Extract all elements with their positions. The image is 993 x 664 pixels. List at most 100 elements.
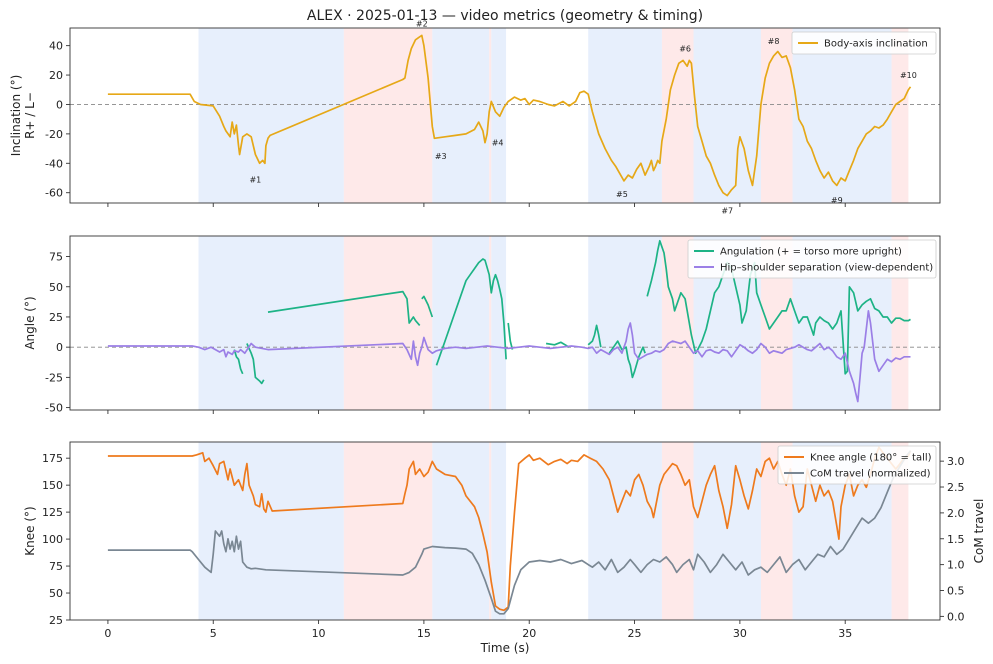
y-right-tick-label: 1.0 bbox=[947, 559, 965, 572]
y-tick-label: 100 bbox=[42, 533, 63, 546]
series-group bbox=[107, 446, 912, 615]
x-tick-label: 10 bbox=[312, 627, 326, 640]
legend: Angulation (+ = torso more upright) Hip–s… bbox=[687, 239, 937, 279]
legend-box bbox=[777, 445, 937, 485]
series-1-line-seg-9 bbox=[608, 340, 646, 379]
series-1-line-seg-5 bbox=[435, 258, 507, 366]
peak-annotation: #4 bbox=[492, 139, 504, 148]
y-tick-label: 50 bbox=[49, 281, 63, 294]
x-tick-label: 20 bbox=[522, 627, 536, 640]
y-tick-label: -20 bbox=[45, 128, 63, 141]
y-tick-label: -40 bbox=[45, 157, 63, 170]
bands bbox=[198, 236, 909, 410]
y-tick-label: 40 bbox=[49, 40, 63, 53]
phase-band-blue bbox=[588, 442, 662, 620]
phase-band-red bbox=[760, 28, 793, 203]
y-right-tick-label: 3.0 bbox=[947, 455, 965, 468]
legend: Body-axis inclination bbox=[791, 31, 937, 55]
y-right-tick-label: 2.0 bbox=[947, 507, 965, 520]
y-axis-label: Knee (°) bbox=[23, 506, 37, 555]
y-tick-label: 0 bbox=[56, 98, 63, 111]
y-tick-label: 20 bbox=[49, 69, 63, 82]
phase-band-blue bbox=[792, 28, 892, 203]
phase-band-blue bbox=[588, 28, 662, 203]
legend-box bbox=[687, 239, 937, 279]
phase-band-blue bbox=[693, 442, 761, 620]
phase-band-red bbox=[489, 442, 492, 620]
peak-annotation: #7 bbox=[721, 206, 733, 215]
phase-band-blue bbox=[491, 442, 507, 620]
y-tick-label: -60 bbox=[45, 187, 63, 200]
x-tick-label: 5 bbox=[210, 627, 217, 640]
phase-band-blue bbox=[432, 442, 490, 620]
series-1-line-seg-2 bbox=[246, 343, 265, 385]
y-tick-label: 75 bbox=[49, 251, 63, 264]
legend-label: Angulation (+ = torso more upright) bbox=[720, 247, 902, 258]
x-tick-label: 15 bbox=[417, 627, 431, 640]
y-right-tick-label: 0.5 bbox=[947, 585, 965, 598]
y-tick-label: 125 bbox=[42, 506, 63, 519]
phase-band-blue bbox=[432, 28, 490, 203]
series-1-line-seg-6 bbox=[507, 322, 514, 350]
panel-3: 2550751001251501750.00.51.01.52.02.53.0C… bbox=[23, 441, 986, 640]
y-right-tick-label: 0.0 bbox=[947, 610, 965, 623]
peak-annotation: #2 bbox=[416, 20, 428, 29]
y-tick-label: 50 bbox=[49, 587, 63, 600]
y-right-axis-label: CoM travel bbox=[972, 499, 986, 564]
legend: Knee angle (180° = tall) CoM travel (norm… bbox=[777, 445, 937, 485]
axes-frame bbox=[69, 235, 941, 411]
peak-annotation: #9 bbox=[831, 196, 843, 205]
series-group bbox=[107, 34, 912, 197]
panel-1: -60 -40 -20 0 20 40 Inclination (°) R+ / L− #1 #2… bbox=[9, 20, 941, 215]
legend-label: Body-axis inclination bbox=[824, 39, 928, 50]
legend-box bbox=[791, 31, 937, 55]
peak-annotation: #1 bbox=[249, 175, 261, 184]
series-1-line-seg-8 bbox=[587, 324, 602, 348]
phase-band-red bbox=[343, 236, 433, 410]
chart-title: ALEX · 2025-01-13 — video metrics (geome… bbox=[307, 8, 703, 24]
bands bbox=[198, 28, 909, 203]
y-tick-label: 0 bbox=[56, 341, 63, 354]
y-tick-label: 25 bbox=[49, 614, 63, 627]
series-1-line-seg-3 bbox=[267, 290, 421, 326]
x-axis-label: Time (s) bbox=[480, 641, 530, 655]
phase-band-red bbox=[891, 236, 909, 410]
series-1-line-seg-1 bbox=[107, 446, 912, 612]
peak-annotation: #8 bbox=[768, 37, 780, 46]
peak-annotation: #6 bbox=[679, 45, 691, 54]
series-2-line-seg-1 bbox=[107, 450, 912, 615]
y-right-tick-label: 1.5 bbox=[947, 533, 965, 546]
phase-band-blue bbox=[432, 236, 490, 410]
series-1-line-seg-7 bbox=[545, 341, 570, 348]
x-tick-label: 30 bbox=[733, 627, 747, 640]
y-tick-label: -25 bbox=[45, 371, 63, 384]
panel-2: -50 -25 0 25 50 75 Angle (°) Angulation (+ = to… bbox=[23, 235, 941, 415]
phase-band-red bbox=[489, 28, 492, 203]
legend-label: CoM travel (normalized) bbox=[810, 469, 931, 480]
phase-band-blue bbox=[491, 236, 507, 410]
phase-band-red bbox=[891, 442, 909, 620]
peak-annotation: #3 bbox=[435, 152, 447, 161]
y-tick-label: 25 bbox=[49, 311, 63, 324]
y-tick-label: -50 bbox=[45, 402, 63, 415]
y-tick-label: 75 bbox=[49, 560, 63, 573]
peak-annotation: #10 bbox=[900, 71, 917, 80]
x-tick-label: 0 bbox=[104, 627, 111, 640]
series-1-line-seg-1 bbox=[107, 34, 912, 197]
peak-annotation: #5 bbox=[616, 190, 628, 199]
phase-band-blue bbox=[198, 28, 344, 203]
phase-band-red bbox=[489, 236, 492, 410]
series-1-line-seg-4 bbox=[421, 295, 434, 318]
phase-band-red bbox=[343, 28, 433, 203]
phase-band-blue bbox=[198, 442, 344, 620]
legend-label: Knee angle (180° = tall) bbox=[810, 453, 932, 464]
panels: -60 -40 -20 0 20 40 Inclination (°) R+ / L− #1 #2… bbox=[9, 20, 986, 640]
series-1-line-seg-10 bbox=[646, 239, 911, 375]
series-2-line-seg-1 bbox=[107, 310, 911, 403]
y-axis-label: R+ / L− bbox=[23, 92, 37, 139]
x-tick-label: 25 bbox=[628, 627, 642, 640]
series-1-line-seg-1 bbox=[233, 349, 244, 375]
phase-band-blue bbox=[198, 236, 344, 410]
axes-frame bbox=[69, 27, 941, 204]
